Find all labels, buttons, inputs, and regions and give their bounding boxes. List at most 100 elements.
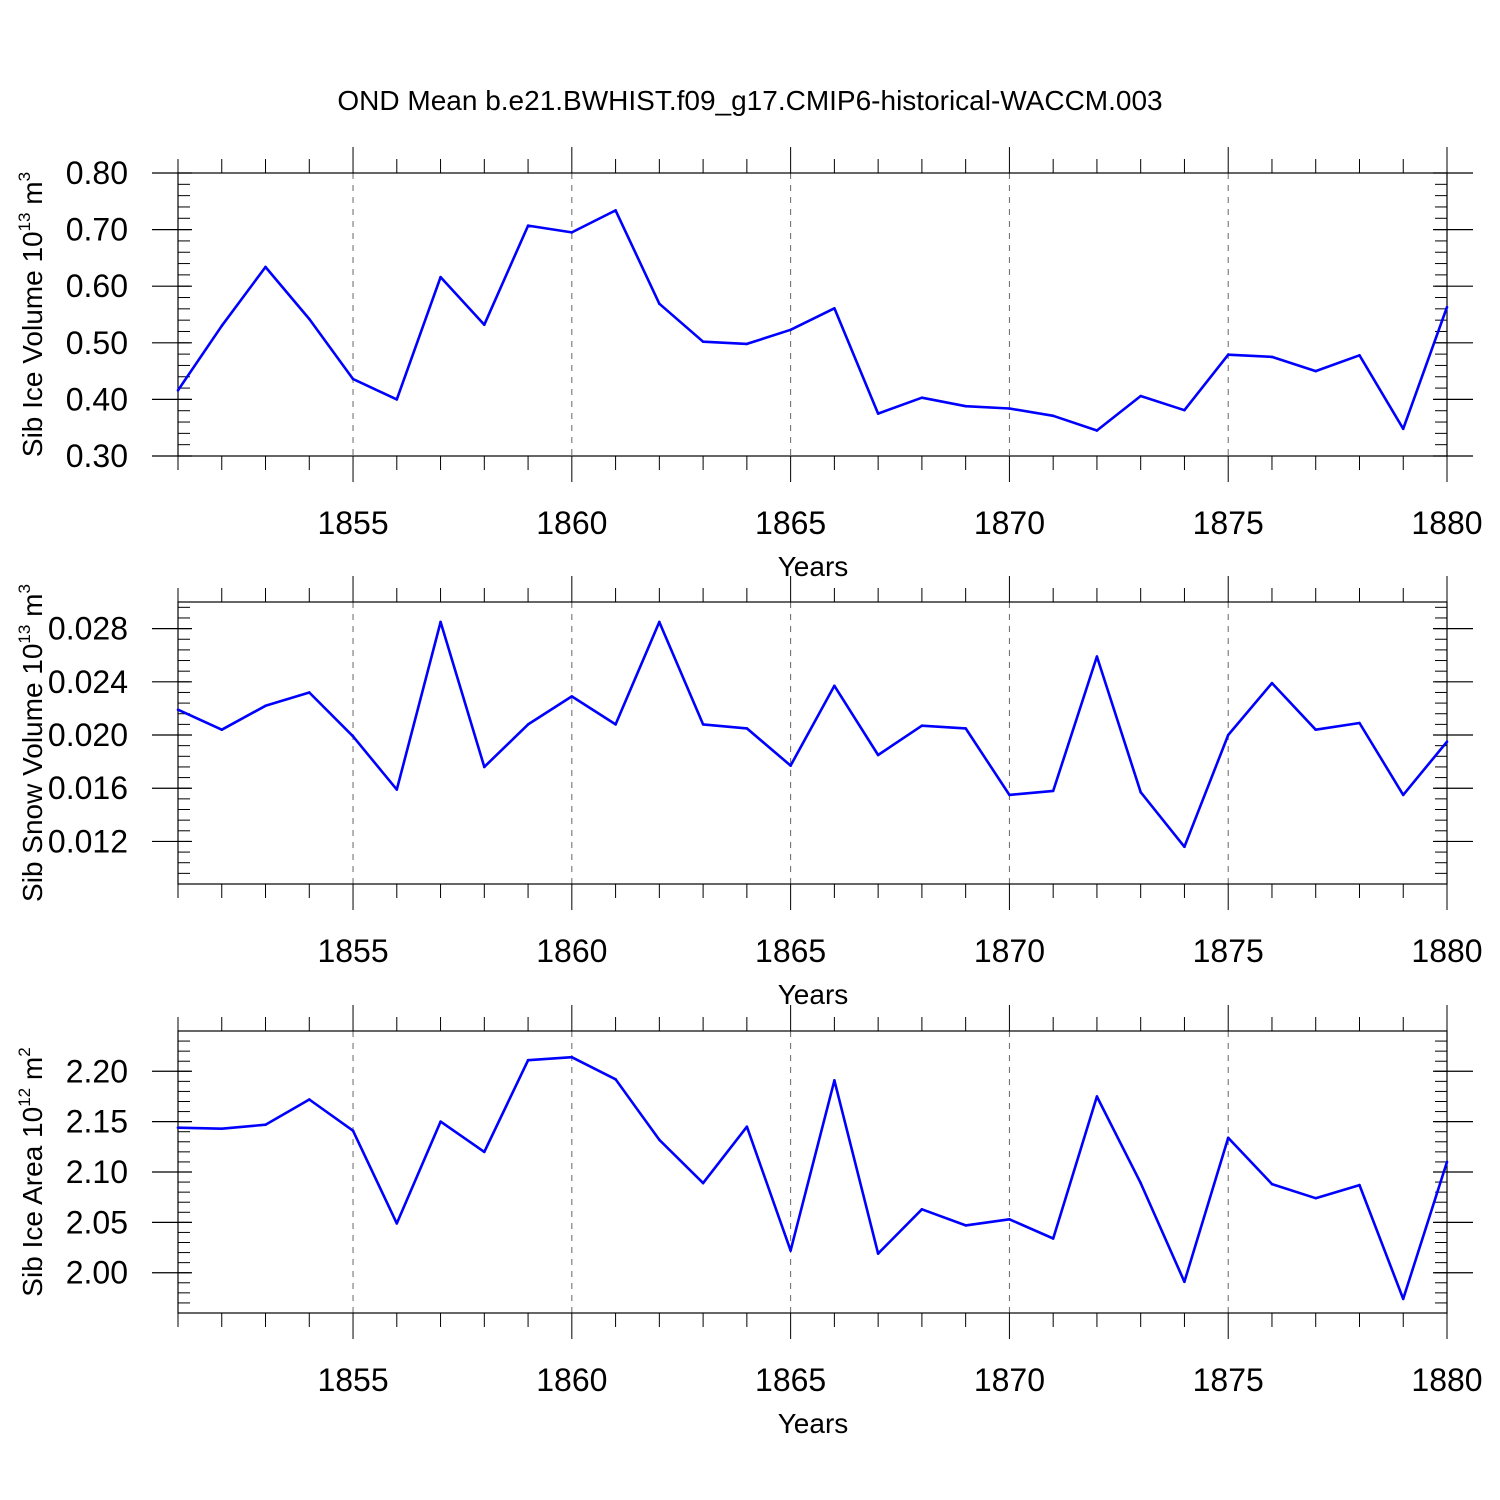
snow-volume-xtick-label-1855: 1855 <box>317 933 388 969</box>
ice-area-data-point-1858 <box>483 1150 486 1154</box>
snow-volume-data-point-1873 <box>1139 790 1142 794</box>
ice-volume-data-point-1877 <box>1314 369 1318 373</box>
ice-volume-data-point-1866 <box>833 306 836 310</box>
snow-volume-xtick-label-1875: 1875 <box>1193 933 1264 969</box>
snow-volume-data-point-1868 <box>920 724 924 728</box>
ice-area-data-point-1857 <box>439 1120 442 1123</box>
ice-area-ytick-label-0: 2.00 <box>66 1255 128 1291</box>
ice-volume-plot-frame <box>177 172 1448 457</box>
ice-volume-data-point-1878 <box>1358 353 1361 357</box>
ice-volume-ylabel-unit: m <box>17 181 48 212</box>
ice-area-data-point-1867 <box>876 1252 880 1255</box>
ice-volume-data-point-1880 <box>1445 305 1449 309</box>
ice-area-ytick-label-2: 2.10 <box>66 1154 128 1190</box>
ice-area-xtick-label-1865: 1865 <box>755 1362 826 1398</box>
ice-area-ytick-label-1: 2.05 <box>66 1204 128 1240</box>
snow-volume-data-point-1878 <box>1358 721 1361 725</box>
snow-volume-xlabel: Years <box>778 979 849 1010</box>
snow-volume-data-point-1870 <box>1008 793 1011 797</box>
ice-area-xtick-label-1875: 1875 <box>1193 1362 1264 1398</box>
ice-area-data-point-1876 <box>1270 1182 1274 1186</box>
snow-volume-data-point-1851 <box>176 708 180 712</box>
ice-area-data-point-1872 <box>1095 1095 1099 1098</box>
snow-volume-data-point-1871 <box>1051 789 1055 793</box>
snow-volume-data-point-1855 <box>351 735 355 738</box>
snow-volume-data-point-1858 <box>483 765 486 769</box>
ice-area-ytick-label-3: 2.15 <box>66 1104 128 1140</box>
ice-volume-data-point-1861 <box>614 209 617 212</box>
ice-volume-data-point-1875 <box>1226 353 1230 356</box>
panel-sib-snow-volume: 0.012 0.016 0.020 0.024 0.028 1855 1860 1865 187… <box>15 576 1483 1010</box>
snow-volume-data-point-1853 <box>264 704 267 708</box>
ice-volume-xtick-label-1870: 1870 <box>974 505 1045 541</box>
ice-area-data-point-1865 <box>789 1249 792 1252</box>
ice-area-xtick-label-1855: 1855 <box>317 1362 388 1398</box>
snow-volume-data-point-1877 <box>1314 728 1318 731</box>
ice-volume-data-point-1852 <box>220 324 224 328</box>
ice-volume-data-point-1853 <box>264 265 267 269</box>
snow-volume-data-point-1876 <box>1270 681 1274 685</box>
ice-volume-ylabel-unit-exponent: 3 <box>15 172 34 181</box>
ice-volume-xtick-label-1880: 1880 <box>1411 505 1482 541</box>
ice-area-data-point-1880 <box>1445 1160 1449 1164</box>
ice-area-data-point-1863 <box>701 1181 705 1185</box>
snow-volume-ytick-label-4: 0.028 <box>48 611 128 647</box>
ice-volume-data-point-1854 <box>307 317 311 321</box>
ice-volume-ylabel-text: Sib Ice Volume 10 <box>17 231 48 457</box>
ice-area-data-point-1859 <box>526 1058 530 1062</box>
ice-volume-ytick-label-1: 0.40 <box>66 381 128 417</box>
snow-volume-data-point-1879 <box>1401 793 1405 797</box>
ice-volume-data-point-1858 <box>483 323 486 326</box>
ice-volume-series-line <box>176 209 1449 432</box>
ice-area-data-point-1870 <box>1008 1218 1011 1221</box>
ice-area-data-point-1866 <box>833 1079 836 1082</box>
snow-volume-data-point-1852 <box>220 728 224 731</box>
snow-volume-data-point-1859 <box>526 723 530 726</box>
snow-volume-ylabel-text: Sib Snow Volume 10 <box>17 644 48 902</box>
snow-volume-data-point-1875 <box>1226 733 1230 737</box>
snow-volume-data-point-1863 <box>701 723 705 726</box>
figure-title: OND Mean b.e21.BWHIST.f09_g17.CMIP6-hist… <box>337 85 1162 116</box>
ice-volume-data-point-1851 <box>176 389 180 392</box>
ice-volume-data-point-1864 <box>745 342 749 346</box>
ice-area-xtick-label-1870: 1870 <box>974 1362 1045 1398</box>
ice-area-data-point-1864 <box>745 1125 749 1128</box>
ice-area-data-point-1851 <box>176 1126 180 1129</box>
snow-volume-data-point-1856 <box>395 788 399 791</box>
ice-area-data-point-1868 <box>920 1207 924 1211</box>
ice-area-ylabel: Sib Ice Area 1012 m2 <box>15 1047 48 1296</box>
ice-area-ylabel-unit-exponent: 2 <box>15 1047 34 1056</box>
ice-volume-data-point-1863 <box>701 340 705 343</box>
ice-volume-data-point-1856 <box>395 398 399 401</box>
ice-area-data-point-1856 <box>395 1222 399 1225</box>
snow-volume-data-point-1864 <box>745 727 749 730</box>
snow-volume-data-point-1860 <box>570 695 574 698</box>
snow-volume-ylabel-exponent: 13 <box>15 625 34 644</box>
ice-area-ylabel-unit: m <box>17 1057 48 1088</box>
ice-volume-ytick-label-2: 0.50 <box>66 325 128 361</box>
ice-volume-data-point-1860 <box>570 231 574 234</box>
ice-area-xlabel: Years <box>778 1408 849 1439</box>
snow-volume-xtick-label-1865: 1865 <box>755 933 826 969</box>
snow-volume-ylabel-unit-exponent: 3 <box>15 584 34 593</box>
ice-area-data-point-1862 <box>658 1138 661 1142</box>
ice-volume-xtick-label-1860: 1860 <box>536 505 607 541</box>
ice-volume-data-point-1869 <box>964 404 967 408</box>
snow-volume-data-point-1865 <box>789 764 792 767</box>
ice-area-xtick-label-1860: 1860 <box>536 1362 607 1398</box>
ice-area-data-point-1879 <box>1401 1297 1405 1301</box>
ice-area-data-point-1869 <box>964 1224 967 1227</box>
ice-volume-data-point-1876 <box>1270 355 1274 359</box>
ice-volume-ytick-label-5: 0.80 <box>66 155 128 191</box>
ice-volume-ylabel: Sib Ice Volume 1013 m3 <box>15 172 48 457</box>
snow-volume-data-point-1874 <box>1183 845 1186 849</box>
ice-area-data-point-1853 <box>264 1123 267 1126</box>
ice-volume-xlabel: Years <box>778 551 849 582</box>
snow-volume-data-point-1872 <box>1095 655 1099 658</box>
ice-area-data-point-1873 <box>1139 1181 1142 1185</box>
ice-volume-data-point-1873 <box>1139 394 1142 398</box>
ice-volume-ytick-label-4: 0.70 <box>66 212 128 248</box>
ice-volume-data-point-1865 <box>789 328 792 332</box>
